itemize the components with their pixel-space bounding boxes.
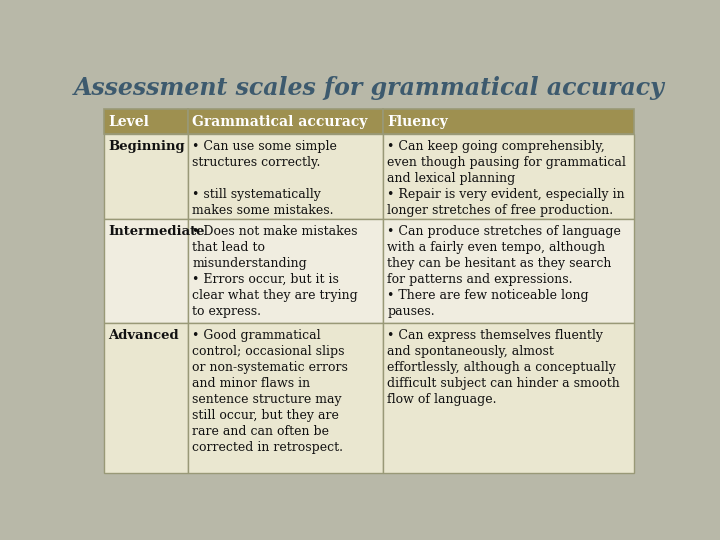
Bar <box>104 323 188 473</box>
Bar <box>104 219 188 323</box>
Bar <box>104 134 188 219</box>
Bar <box>383 219 634 323</box>
Bar <box>188 219 383 323</box>
Text: Beginning: Beginning <box>109 140 185 153</box>
Bar <box>188 134 383 219</box>
Text: Advanced: Advanced <box>109 329 179 342</box>
Text: Fluency: Fluency <box>387 115 449 129</box>
Text: Level: Level <box>109 115 150 129</box>
Bar <box>188 110 383 134</box>
Text: • Good grammatical
control; occasional slips
or non-systematic errors
and minor : • Good grammatical control; occasional s… <box>192 329 348 454</box>
Text: • Can keep going comprehensibly,
even though pausing for grammatical
and lexical: • Can keep going comprehensibly, even th… <box>387 140 626 217</box>
Text: Grammatical accuracy: Grammatical accuracy <box>192 115 368 129</box>
Bar <box>188 323 383 473</box>
Bar <box>383 110 634 134</box>
Bar <box>383 134 634 219</box>
Bar <box>383 323 634 473</box>
Text: • Can produce stretches of language
with a fairly even tempo, although
they can : • Can produce stretches of language with… <box>387 225 621 318</box>
Text: Assessment scales for grammatical accuracy: Assessment scales for grammatical accura… <box>73 76 665 100</box>
Text: • Can express themselves fluently
and spontaneously, almost
effortlessly, althou: • Can express themselves fluently and sp… <box>387 329 620 406</box>
Text: • Does not make mistakes
that lead to
misunderstanding
• Errors occur, but it is: • Does not make mistakes that lead to mi… <box>192 225 358 318</box>
Bar <box>104 110 188 134</box>
Text: • Can use some simple
structures correctly.

• still systematically
makes some m: • Can use some simple structures correct… <box>192 140 337 217</box>
Text: Intermediate: Intermediate <box>109 225 205 238</box>
